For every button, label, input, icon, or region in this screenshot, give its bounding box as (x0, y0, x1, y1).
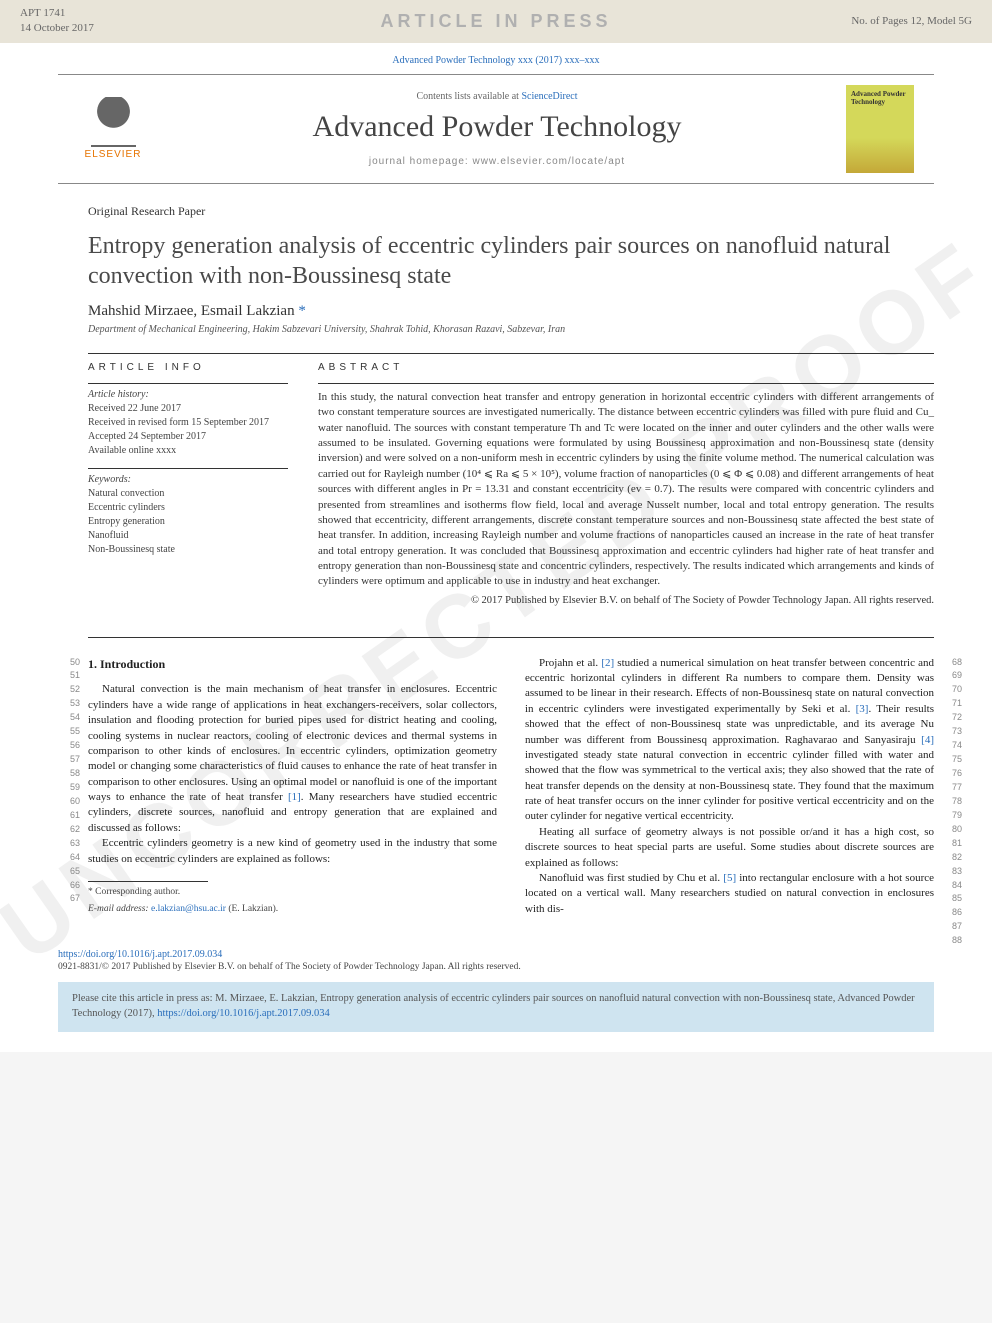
banner-date: 14 October 2017 (20, 21, 94, 36)
abstract-copyright: © 2017 Published by Elsevier B.V. on beh… (318, 594, 934, 609)
body-row: 505152535455565758596061626364656667 1. … (88, 637, 934, 918)
body-paragraph: Eccentric cylinders geometry is a new ki… (88, 836, 497, 867)
elsevier-logo: ELSEVIER (78, 89, 148, 169)
history-label: Article history: (88, 388, 288, 402)
body-left-col: 505152535455565758596061626364656667 1. … (88, 656, 497, 918)
email-label: E-mail address: (88, 904, 151, 914)
journal-header: ELSEVIER Contents lists available at Sci… (58, 74, 934, 184)
apt-id: APT 1741 (20, 6, 94, 21)
history-block: Article history: Received 22 June 2017 R… (88, 383, 288, 458)
body-paragraph: Heating all surface of geometry always i… (525, 825, 934, 871)
banner-pages: No. of Pages 12, Model 5G (851, 15, 972, 27)
section-1-title: 1. Introduction (88, 656, 497, 673)
keyword: Natural convection (88, 487, 288, 501)
journal-name: Advanced Powder Technology (148, 110, 846, 144)
body-paragraph: Natural convection is the main mechanism… (88, 682, 497, 836)
copyright-bottom: 0921-8831/© 2017 Published by Elsevier B… (58, 962, 934, 972)
footnote-corresponding: * Corresponding author. (88, 886, 497, 899)
keyword: Entropy generation (88, 515, 288, 529)
abstract-heading: ABSTRACT (318, 362, 934, 373)
article-title: Entropy generation analysis of eccentric… (88, 231, 934, 291)
ref-link-2[interactable]: [2] (601, 657, 614, 669)
elsevier-tree-icon (91, 97, 136, 147)
body-paragraph: Projahn et al. [2] studied a numerical s… (525, 656, 934, 825)
elsevier-text: ELSEVIER (85, 149, 142, 160)
keyword: Non-Boussinesq state (88, 543, 288, 557)
doi-link[interactable]: https://doi.org/10.1016/j.apt.2017.09.03… (58, 949, 934, 960)
paper-type: Original Research Paper (88, 204, 934, 219)
email-link[interactable]: e.lakzian@hsu.ac.ir (151, 904, 226, 914)
abstract-body: In this study, the natural convection he… (318, 391, 934, 588)
sciencedirect-link[interactable]: ScienceDirect (521, 91, 577, 102)
article-in-press-label: ARTICLE IN PRESS (380, 11, 611, 32)
abstract-text: In this study, the natural convection he… (318, 383, 934, 609)
contents-line: Contents lists available at ScienceDirec… (148, 91, 846, 102)
journal-center: Contents lists available at ScienceDirec… (148, 91, 846, 167)
keywords-label: Keywords: (88, 473, 288, 487)
authors: Mahshid Mirzaee, Esmail Lakzian * (88, 303, 934, 320)
article-info-heading: ARTICLE INFO (88, 362, 288, 373)
history-revised: Received in revised form 15 September 20… (88, 416, 288, 430)
article-info-col: ARTICLE INFO Article history: Received 2… (88, 362, 288, 609)
email-suffix: (E. Lakzian). (226, 904, 278, 914)
info-abstract-row: ARTICLE INFO Article history: Received 2… (88, 362, 934, 609)
contents-prefix: Contents lists available at (416, 91, 521, 102)
top-banner: APT 1741 14 October 2017 ARTICLE IN PRES… (0, 0, 992, 43)
citation-top: Advanced Powder Technology xxx (2017) xx… (0, 43, 992, 74)
cover-title: Advanced Powder Technology (851, 90, 909, 107)
banner-left: APT 1741 14 October 2017 (20, 6, 94, 37)
divider (88, 353, 934, 354)
line-numbers-left: 505152535455565758596061626364656667 (58, 656, 80, 907)
keywords-block: Keywords: Natural convection Eccentric c… (88, 468, 288, 557)
affiliation: Department of Mechanical Engineering, Ha… (88, 324, 934, 335)
history-received: Received 22 June 2017 (88, 402, 288, 416)
footnote-email: E-mail address: e.lakzian@hsu.ac.ir (E. … (88, 903, 497, 916)
ref-link-5[interactable]: [5] (723, 872, 736, 884)
content-area: Original Research Paper Entropy generati… (0, 184, 992, 937)
homepage-line: journal homepage: www.elsevier.com/locat… (148, 156, 846, 167)
keyword: Nanofluid (88, 529, 288, 543)
abstract-col: ABSTRACT In this study, the natural conv… (318, 362, 934, 609)
journal-cover-thumbnail: Advanced Powder Technology (846, 85, 914, 173)
line-numbers-right: 6869707172737475767778798081828384858687… (952, 656, 962, 949)
cite-box: Please cite this article in press as: M.… (58, 982, 934, 1031)
page: UNCORRECTED PROOF APT 1741 14 October 20… (0, 0, 992, 1052)
body-right-col: 6869707172737475767778798081828384858687… (525, 656, 934, 918)
author-names: Mahshid Mirzaee, Esmail Lakzian (88, 303, 298, 319)
ref-link-1[interactable]: [1] (288, 791, 301, 803)
footnote-separator (88, 881, 208, 882)
cite-link[interactable]: https://doi.org/10.1016/j.apt.2017.09.03… (157, 1008, 329, 1019)
ref-link-3[interactable]: [3] (856, 703, 869, 715)
corresponding-star: * (298, 303, 306, 319)
history-accepted: Accepted 24 September 2017 (88, 430, 288, 444)
history-online: Available online xxxx (88, 444, 288, 458)
body-paragraph: Nanofluid was first studied by Chu et al… (525, 871, 934, 917)
ref-link-4[interactable]: [4] (921, 734, 934, 746)
keyword: Eccentric cylinders (88, 501, 288, 515)
